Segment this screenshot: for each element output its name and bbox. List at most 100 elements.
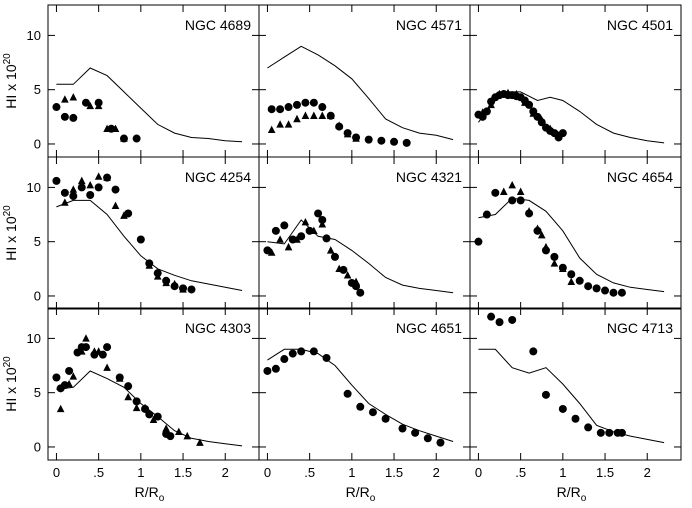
y-tick-label: 5: [34, 82, 41, 97]
circle-point: [508, 315, 517, 324]
circle-point: [90, 350, 99, 359]
x-tick-label: 2: [222, 465, 229, 480]
circle-point: [103, 173, 112, 182]
circle-point: [541, 246, 550, 255]
triangle-point: [120, 211, 128, 219]
plot-area: [474, 88, 665, 144]
circle-point: [263, 246, 272, 255]
circle-point: [111, 185, 120, 194]
circle-point: [390, 137, 399, 146]
circle-point: [280, 355, 289, 364]
plot-area: [52, 67, 243, 143]
triangle-point: [326, 246, 335, 254]
triangle-point: [86, 101, 94, 110]
circle-point: [124, 209, 133, 218]
circle-point: [162, 276, 171, 285]
x-tick-label: .5: [515, 465, 526, 480]
circle-point: [77, 183, 86, 192]
circle-point: [81, 98, 90, 107]
triangle-point: [284, 242, 293, 251]
triangle-point: [567, 277, 576, 286]
panel-label: NGC 4571: [396, 17, 462, 33]
triangle-point: [61, 95, 69, 103]
triangle-point: [516, 187, 525, 195]
circle-point: [52, 176, 61, 185]
circle-point: [601, 286, 610, 295]
triangle-point: [301, 217, 310, 226]
circle-point: [305, 226, 314, 235]
plot-area: [52, 334, 243, 447]
circle-point: [107, 124, 116, 133]
model-line: [478, 91, 665, 144]
triangle-point: [132, 403, 141, 412]
panel-label: NGC 4654: [607, 169, 673, 185]
triangle-point: [175, 427, 183, 435]
model-line: [267, 219, 454, 294]
triangle-point: [267, 248, 276, 256]
x-tick-label: 1: [137, 465, 144, 480]
triangle-point: [276, 120, 284, 128]
x-tick-label: 2: [644, 465, 651, 480]
circle-point: [533, 112, 542, 121]
triangle-point: [276, 235, 284, 243]
triangle-point: [301, 111, 310, 119]
triangle-point: [94, 172, 103, 180]
x-axis-title: R/Ro: [135, 484, 165, 504]
circle-point: [263, 366, 272, 375]
y-tick-label: 10: [27, 180, 41, 195]
circle-point: [356, 288, 365, 297]
circle-point: [179, 284, 188, 293]
circle-point: [153, 269, 162, 278]
circle-point: [474, 237, 483, 246]
circle-point: [529, 107, 538, 116]
circle-point: [52, 373, 61, 382]
triangle-point: [77, 176, 86, 185]
circle-point: [609, 288, 618, 297]
circle-point: [592, 284, 601, 293]
panel-ngc-4303: 0 .5 1 1.5 2 0 5 10 NGC 4303: [27, 307, 260, 480]
circle-point: [318, 215, 327, 224]
circle-point: [343, 129, 352, 138]
circle-point: [558, 263, 567, 272]
model-line: [56, 67, 243, 143]
triangle-point: [124, 392, 132, 401]
x-tick-label: 1.5: [174, 465, 192, 480]
triangle-point: [284, 120, 293, 128]
panel-ngc-4321: NGC 4321: [258, 156, 471, 310]
circle-point: [352, 133, 361, 142]
circle-point: [411, 428, 420, 437]
circle-point: [364, 135, 373, 144]
circle-point: [558, 129, 567, 138]
circle-point: [267, 105, 276, 114]
circle-point: [571, 414, 580, 423]
panel-ngc-4571: NGC 4571: [258, 4, 471, 158]
triangle-point: [537, 230, 546, 239]
circle-point: [170, 282, 179, 291]
triangle-point: [499, 187, 508, 195]
circle-point: [584, 423, 593, 432]
circle-point: [309, 98, 318, 107]
panel-label: NGC 4321: [396, 169, 462, 185]
circle-point: [525, 100, 534, 109]
circle-point: [596, 428, 605, 437]
circle-point: [276, 105, 285, 114]
circle-point: [292, 100, 301, 109]
circle-point: [271, 364, 280, 373]
circle-point: [482, 107, 491, 116]
circle-point: [575, 276, 584, 285]
triangle-point: [293, 114, 301, 123]
triangle-point: [149, 415, 158, 424]
x-tick-label: .5: [304, 465, 315, 480]
panel-label: NGC 4254: [185, 169, 251, 185]
circle-point: [69, 192, 78, 201]
circle-point: [516, 196, 525, 205]
circle-point: [478, 112, 487, 121]
circle-point: [322, 234, 331, 243]
circle-point: [288, 349, 297, 358]
plot-area: [52, 172, 243, 294]
circle-point: [69, 113, 78, 122]
triangle-point: [69, 93, 78, 101]
circle-point: [132, 134, 141, 143]
circle-point: [166, 432, 175, 441]
plot-area: [478, 312, 665, 444]
